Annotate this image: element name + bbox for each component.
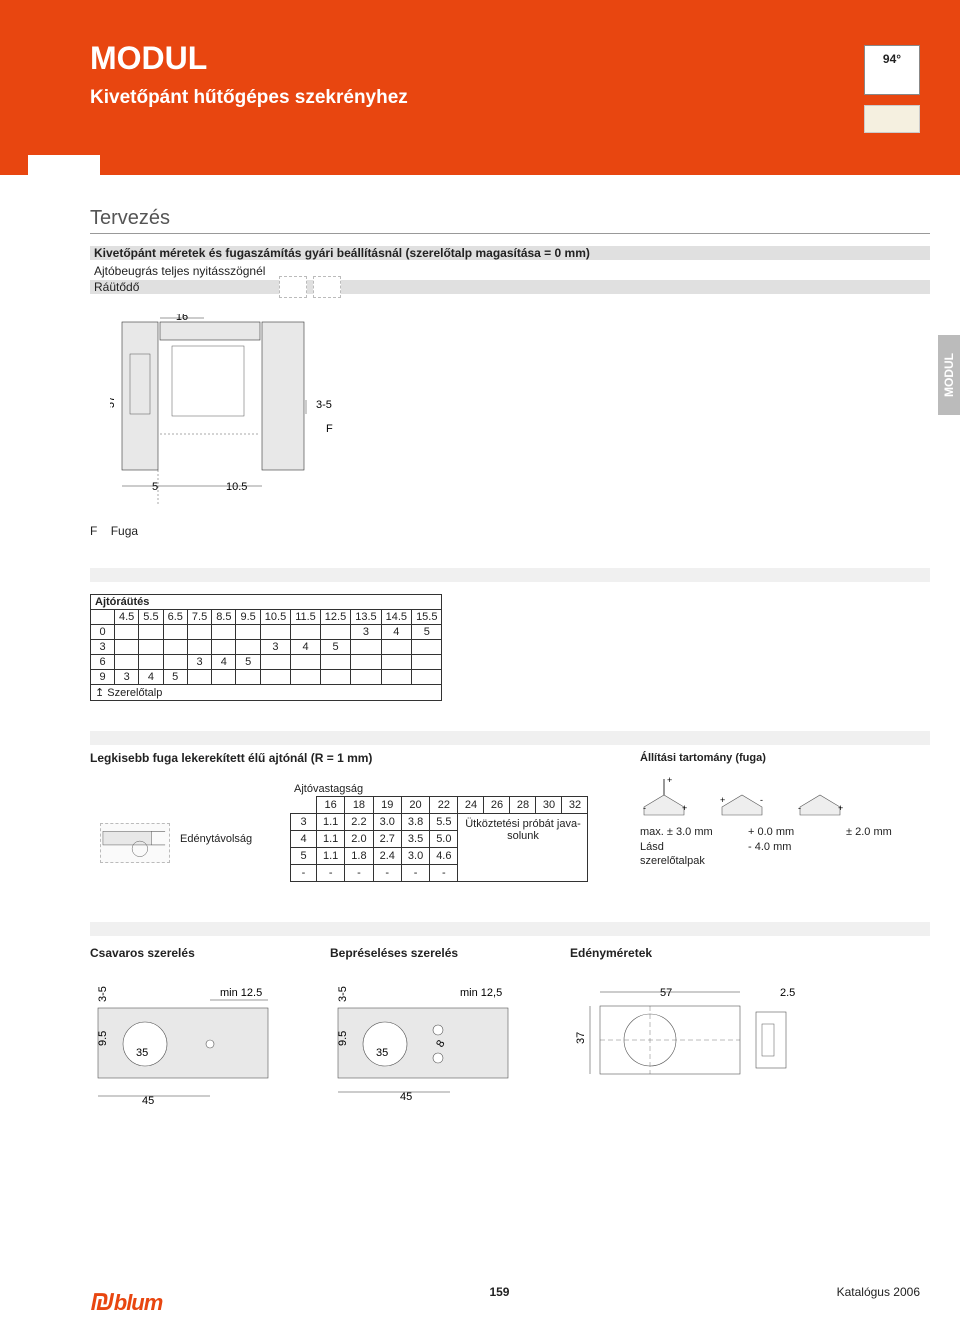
angle-value: 94° [883,52,901,66]
fuga-label: Fuga [111,524,138,538]
divider-row-2 [90,731,930,745]
angle-badge: 94° [864,45,920,95]
adj-v1a: max. ± 3.0 mm [640,825,720,839]
page-number: 159 [489,1285,509,1317]
svg-text:+: + [682,803,687,813]
dim-57: 57 [110,396,117,408]
planning-line1: Kivetőpánt méretek és fugaszámítás gyári… [90,246,590,260]
divider-row-3 [90,922,930,936]
page-footer: ₪blum 159 Katalógus 2006 [0,1285,960,1317]
col-label: Ajtóvastagság [290,783,620,796]
side-tab: MODUL [938,335,960,415]
page-subtitle: Kivetőpánt hűtőgépes szekrényhez [90,87,930,109]
hinge-icon-2 [313,276,341,298]
cup-distance-icon [100,823,170,863]
dim-F: F [326,423,333,435]
d-3-5: 3-5 [97,986,109,1002]
svg-text:+: + [720,795,725,805]
d-min125: min 12.5 [220,987,262,999]
header-notch [28,155,100,175]
gray-band: Kivetőpánt méretek és fugaszámítás gyári… [90,246,930,260]
fuga-legend: F Fuga [90,524,930,538]
table-ajtorautes: Ajtóráütés4.55.56.57.58.59.510.511.512.5… [90,594,442,701]
adj-v1c: szerelőtalpak [640,854,720,868]
svg-text:+: + [667,775,672,785]
dim-5: 5 [152,481,158,493]
page-title: MODUL [90,40,930,77]
d-min12c5: min 12,5 [460,987,502,999]
table-minfuga: 1618192022242628303231.12.23.03.85.5Ütkö… [290,796,588,882]
mount-c2-title: Bepréseléses szerelés [330,946,530,960]
adj-v2b: - 4.0 mm [748,840,818,854]
svg-text:-: - [798,803,801,813]
d-3-5b: 3-5 [337,986,349,1002]
ruler-icon [864,105,920,133]
adj-v1b: Lásd [640,840,720,854]
mount-c3-title: Edényméretek [570,946,830,960]
svg-text:+: + [838,803,843,813]
row-label: Edénytávolság [180,833,252,845]
adjust-icon-side: + - + [640,775,690,819]
d-9.5: 9.5 [97,1031,109,1046]
planning-line3: Ráütődő [90,280,139,294]
d-2.5: 2.5 [780,987,795,999]
divider-row [90,568,930,582]
adj-v3a: ± 2.0 mm [846,825,916,839]
adjust-title: Állítási tartomány (fuga) [640,751,930,765]
d-45b: 45 [400,1091,412,1103]
d-37: 37 [575,1032,587,1044]
gray-band-2: Ráütődő [90,280,930,294]
page-header: MODUL Kivetőpánt hűtőgépes szekrényhez 9… [0,0,960,175]
dim-16: 16 [176,314,188,323]
svg-text:-: - [760,795,763,805]
brand-logo: ₪blum [90,1285,162,1317]
table-ajtorautes-wrap: Ajtóráütés4.55.56.57.58.59.510.511.512.5… [90,594,930,701]
d-9.5b: 9.5 [337,1031,349,1046]
planning-line2: Ajtóbeugrás teljes nyitásszögnél [90,262,930,278]
catalog-label: Katalógus 2006 [837,1285,920,1317]
adjust-icon-depth: -+ [796,775,846,819]
d-45: 45 [142,1095,154,1107]
d-35: 35 [136,1047,148,1059]
d-57: 57 [660,987,672,999]
mounting-row: Csavaros szerelés min 12.5 3-5 9.5 35 45… [90,946,930,1108]
adj-v2a: + 0.0 mm [748,825,818,839]
d-35b: 35 [376,1047,388,1059]
adjust-icon-height: +- [718,775,768,819]
screw-mount-drawing: min 12.5 3-5 9.5 35 45 [90,978,290,1108]
content-area: Tervezés Kivetőpánt méretek és fugaszámí… [0,175,960,1108]
section-planning-title: Tervezés [90,207,930,234]
press-mount-drawing: min 12,5 3-5 9.5 35 8 45 [330,978,530,1108]
fuga-sym: F [90,524,97,538]
cup-dims-drawing: 57 2.5 37 [570,978,830,1098]
mount-c1-title: Csavaros szerelés [90,946,290,960]
svg-text:-: - [643,803,646,813]
hinge-icon-1 [279,276,307,298]
hinge-cross-section-drawing: 16 57 3-5 F 5 10.5 [110,314,370,514]
dim-10.5: 10.5 [226,481,247,493]
minfuga-title: Legkisebb fuga lekerekített élű ajtónál … [90,751,620,765]
dim-3-5: 3-5 [316,399,332,411]
